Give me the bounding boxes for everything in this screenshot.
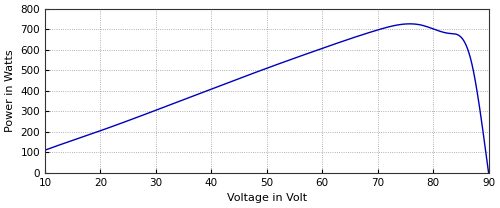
Y-axis label: Power in Watts: Power in Watts xyxy=(5,50,15,132)
X-axis label: Voltage in Volt: Voltage in Volt xyxy=(226,193,307,203)
